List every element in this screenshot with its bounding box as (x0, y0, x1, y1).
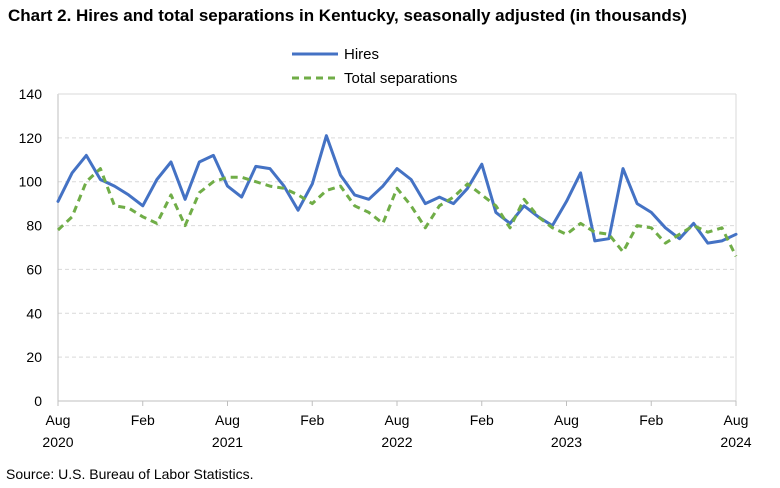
series-line-hires (56, 134, 738, 245)
x-tick-month-label: Feb (470, 412, 494, 428)
y-tick-label: 100 (19, 174, 43, 190)
x-tick-year-label: 2024 (720, 434, 751, 450)
x-tick-month-label: Feb (131, 412, 155, 428)
x-tick-month-label: Aug (385, 412, 410, 428)
y-tick-label: 60 (26, 261, 42, 277)
y-tick-label: 120 (19, 130, 43, 146)
legend: Hires Total separations (292, 46, 457, 87)
legend-label: Hires (344, 46, 379, 63)
y-tick-label: 20 (26, 349, 42, 365)
legend-label: Total separations (344, 70, 457, 87)
series-line-total-separations (56, 167, 738, 257)
x-tick-month-label: Aug (215, 412, 240, 428)
x-tick-year-label: 2021 (212, 434, 243, 450)
y-tick-label: 80 (26, 218, 42, 234)
y-axis-ticks: 0 20 40 60 80 100 120 140 (19, 86, 43, 409)
x-tick-year-label: 2023 (551, 434, 582, 450)
x-tick-month-label: Feb (300, 412, 324, 428)
x-tick-year-label: 2020 (42, 434, 73, 450)
x-tick-month-label: Aug (554, 412, 579, 428)
y-tick-label: 140 (19, 86, 43, 102)
axes (57, 93, 737, 402)
chart-title: Chart 2. Hires and total separations in … (8, 6, 687, 25)
x-tick-month-label: Aug (724, 412, 749, 428)
y-tick-label: 40 (26, 305, 42, 321)
x-tick-month-label: Feb (639, 412, 663, 428)
x-tick-month-label: Aug (46, 412, 71, 428)
x-tick-year-label: 2022 (381, 434, 412, 450)
y-tick-label: 0 (34, 393, 42, 409)
x-axis-ticks: Aug 2020 Feb Aug 2021 Feb Aug 2022 Feb Aug 2023 Feb… (42, 401, 752, 450)
gridlines (58, 93, 736, 358)
series-lines (56, 134, 738, 257)
source-note: Source: U.S. Bureau of Labor Statistics. (6, 466, 254, 482)
